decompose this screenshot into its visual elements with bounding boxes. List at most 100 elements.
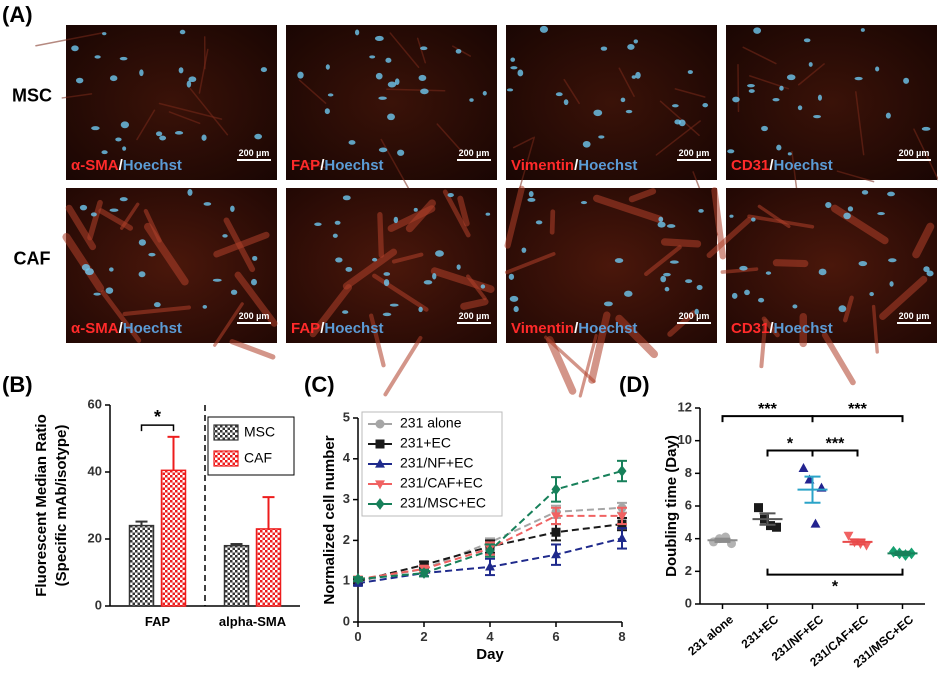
fiber (457, 195, 470, 227)
nucleus (509, 295, 519, 302)
nucleus (702, 102, 709, 108)
fiber (298, 79, 327, 104)
fiber (747, 214, 815, 229)
nucleus (387, 81, 397, 88)
nucleus (860, 28, 865, 32)
nucleus (120, 121, 130, 129)
fiber (759, 318, 768, 369)
fiber (618, 67, 635, 97)
fiber (87, 199, 103, 241)
micrograph: Vimentin/Hoechst 200 µm (506, 25, 719, 236)
micrograph: FAP/Hoechst 200 µm (286, 188, 497, 397)
point (551, 549, 561, 559)
y-tick-label: 2 (685, 563, 692, 578)
nucleus (838, 305, 847, 313)
y-tick-label: 8 (685, 465, 692, 480)
nucleus (482, 91, 487, 96)
nucleus (926, 270, 934, 277)
significance-label: *** (826, 435, 845, 452)
point (419, 567, 429, 579)
nucleus (625, 109, 633, 114)
x-tick-label: 4 (486, 629, 494, 644)
nucleus (203, 202, 212, 206)
nucleus (348, 140, 356, 145)
nucleus (631, 75, 637, 79)
y-tick-label: 40 (88, 463, 102, 478)
nucleus (102, 32, 107, 36)
significance-bracket (140, 424, 175, 432)
image-caption: Vimentin/Hoechst (511, 157, 637, 174)
nucleus (325, 64, 330, 70)
fiber (855, 91, 865, 156)
legend-label: 231+EC (400, 435, 451, 451)
nucleus (90, 212, 97, 217)
nucleus (250, 278, 257, 286)
nucleus (539, 25, 549, 33)
nucleus (808, 62, 813, 67)
scale-label: 200 µm (679, 148, 710, 158)
legend-label: 231/MSC+EC (400, 495, 486, 511)
nucleus (469, 98, 474, 102)
fiber (369, 313, 386, 368)
y-tick-label: 5 (343, 409, 350, 424)
separator: / (574, 320, 579, 337)
nucleus (858, 260, 868, 267)
nucleus (179, 29, 186, 35)
nucleus (847, 206, 854, 212)
panel-label: (D) (619, 372, 650, 397)
nucleus (435, 250, 444, 257)
marker-name: CD31 (731, 157, 769, 174)
x-tick-label: 231+EC (739, 612, 782, 651)
legend-marker (375, 458, 385, 468)
nucleus (202, 304, 208, 309)
image-background (506, 25, 717, 180)
nucleus (776, 144, 782, 151)
scale-label: 200 µm (239, 148, 270, 158)
fiber (229, 339, 276, 360)
fiber (100, 290, 142, 343)
significance-label: *** (758, 401, 777, 418)
fiber (843, 295, 854, 323)
point (798, 463, 809, 473)
nucleus (535, 220, 543, 225)
scale-label: 200 µm (899, 148, 930, 158)
fiber (65, 204, 97, 251)
fiber (301, 160, 326, 169)
row-label: MSC (12, 85, 52, 105)
fiber (660, 238, 702, 248)
fiber (913, 128, 938, 181)
nucleus (923, 266, 930, 273)
image-caption: CD31/Hoechst (731, 320, 833, 337)
nucleus (614, 258, 624, 263)
legend-label: 231 alone (400, 415, 462, 431)
fiber (460, 298, 489, 310)
nucleus (903, 77, 910, 84)
fiber (213, 302, 244, 347)
fiber (588, 311, 611, 384)
y-axis-label: Fluorescent Median Ratio (33, 414, 50, 597)
nucleus (383, 279, 390, 287)
point (754, 503, 763, 513)
nucleus (187, 189, 193, 196)
nucleus (758, 297, 765, 303)
nucleus (698, 208, 704, 213)
scale-label: 200 µm (679, 311, 710, 321)
fiber (742, 46, 777, 65)
nucleus (153, 302, 161, 308)
nucleus (748, 89, 755, 94)
point (772, 522, 781, 532)
nucleus (663, 272, 671, 277)
stain-name: Hoechst (578, 320, 637, 337)
y-tick-label: 4 (343, 450, 351, 465)
fiber (386, 88, 446, 92)
nucleus (506, 88, 514, 92)
x-tick-label: 8 (618, 629, 625, 644)
fiber (416, 37, 427, 64)
separator: / (320, 320, 325, 337)
nucleus (413, 207, 418, 212)
point (617, 512, 627, 522)
nucleus (563, 99, 569, 106)
nucleus (885, 112, 891, 119)
micrograph: Vimentin/Hoechst 200 µm (504, 185, 726, 398)
nucleus (666, 224, 676, 228)
